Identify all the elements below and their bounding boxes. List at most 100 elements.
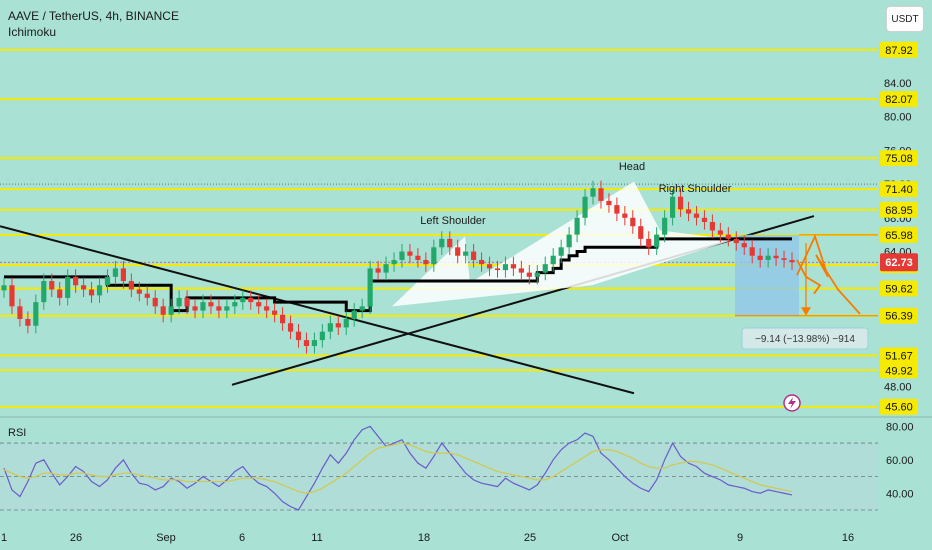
candle-body: [112, 268, 119, 277]
candle-body: [9, 285, 15, 307]
x-tick-label: 6: [239, 532, 245, 544]
level-tag-bg: [880, 307, 918, 324]
x-tick-label: 1: [1, 532, 7, 544]
candle-body: [654, 234, 660, 248]
level-tag-text: 71.40: [885, 184, 913, 196]
level-tag-text: 68.95: [885, 205, 913, 217]
candle-body: [295, 331, 302, 341]
candle: [471, 243, 477, 268]
x-tick-label: Sep: [156, 532, 176, 544]
rsi-title: RSI: [8, 427, 26, 439]
candle: [606, 193, 612, 213]
indicator-label[interactable]: Ichimoku: [8, 25, 57, 39]
candle: [502, 256, 509, 278]
level-tag: 75.08: [880, 150, 918, 167]
head-shoulders-pattern: [392, 181, 733, 307]
level-tag-text: 59.62: [885, 283, 913, 295]
candle: [733, 231, 739, 251]
candle: [534, 265, 540, 285]
candle: [486, 256, 493, 276]
candle: [423, 252, 429, 272]
level-tag-text: 49.92: [885, 365, 913, 377]
candle: [375, 260, 381, 281]
candle-body: [224, 306, 230, 311]
candle: [81, 277, 87, 298]
candle: [558, 239, 564, 264]
candle: [765, 248, 771, 268]
candle: [693, 205, 700, 226]
level-tag-bg: [880, 347, 918, 364]
candle-body: [566, 234, 572, 248]
rsi-tick-label: 40.00: [886, 488, 914, 500]
candle: [335, 315, 341, 336]
level-tag-text: 75.08: [885, 153, 913, 165]
candle: [240, 290, 246, 310]
level-tag: 87.92: [880, 41, 918, 58]
pattern-annotation: Left Shoulder: [420, 215, 486, 227]
level-tag: 65.98: [880, 226, 918, 243]
candle: [216, 298, 222, 319]
candle-body: [471, 251, 477, 260]
candle: [455, 239, 461, 264]
candle: [1, 277, 7, 298]
candle: [709, 214, 715, 239]
level-tag: 59.62: [880, 280, 918, 297]
candle: [224, 298, 230, 319]
x-tick-label: Oct: [611, 532, 628, 544]
currency-button[interactable]: USDT: [886, 6, 924, 32]
candle-body: [646, 238, 652, 248]
level-tag: 49.92: [880, 362, 918, 379]
candle-body: [423, 259, 429, 265]
candle-body: [351, 310, 357, 319]
candle-body: [550, 255, 556, 265]
candle: [550, 248, 556, 272]
candle: [677, 189, 684, 217]
candle: [287, 315, 294, 340]
candle: [65, 269, 71, 306]
candle-body: [415, 255, 421, 260]
candle: [327, 315, 333, 340]
candle: [319, 324, 325, 348]
candle: [128, 273, 134, 298]
candle: [112, 260, 119, 285]
candle: [415, 248, 421, 268]
price-tick-label: 80.00: [884, 112, 912, 124]
kijun-line: [4, 237, 792, 313]
candle: [57, 281, 63, 306]
candle-body: [614, 205, 620, 214]
candle-body: [558, 247, 564, 256]
candle-body: [439, 238, 445, 248]
candle-body: [160, 306, 166, 315]
candle: [566, 227, 572, 255]
candle: [49, 273, 55, 298]
candle: [359, 298, 365, 319]
x-tick-label: 9: [737, 532, 743, 544]
candle-body: [582, 196, 588, 218]
candle: [646, 231, 652, 255]
candle: [494, 260, 501, 278]
level-tag-text: 51.67: [885, 351, 913, 363]
candle-body: [81, 285, 87, 290]
lightning-icon[interactable]: [783, 394, 801, 412]
rsi-ma-line: [3, 442, 793, 494]
candle-body: [128, 281, 134, 290]
candle-body: [120, 268, 126, 282]
level-tag-text: 65.98: [885, 230, 913, 242]
candle-body: [693, 213, 700, 218]
candle-body: [200, 302, 206, 311]
candle-body: [33, 302, 39, 326]
level-tag-text: 87.92: [885, 45, 913, 57]
candle-body: [518, 268, 524, 273]
measure-label-group: −9.14 (−13.98%) −914: [741, 327, 869, 350]
candle-body: [590, 188, 596, 197]
candle-body: [88, 289, 95, 296]
candle: [725, 227, 731, 247]
candle-body: [104, 276, 111, 286]
candle-body: [57, 289, 63, 298]
candle: [272, 302, 278, 323]
candle-body: [73, 276, 79, 286]
x-tick-label: 11: [311, 532, 322, 544]
candle: [17, 298, 23, 327]
candle: [439, 231, 445, 255]
